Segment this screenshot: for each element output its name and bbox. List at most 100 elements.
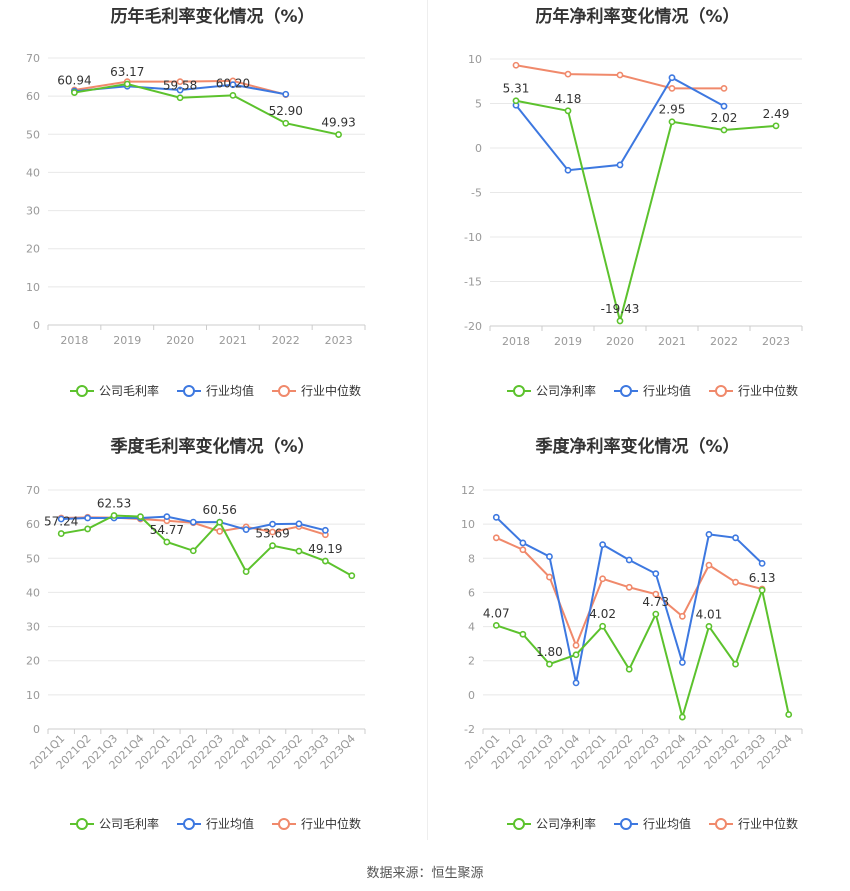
data-point-company	[229, 91, 237, 99]
chart-title: 历年净利率变化情况（%）	[535, 7, 740, 27]
data-point-company	[758, 586, 766, 594]
data-point-company	[321, 557, 329, 565]
data-source-note: 数据来源：恒生聚源	[366, 866, 484, 881]
y-tick-label: 0	[33, 723, 40, 736]
legend-swatch-marker	[183, 385, 195, 397]
data-label: 54.77	[150, 523, 184, 537]
data-label: 57.24	[44, 515, 78, 529]
data-point-company	[57, 530, 65, 537]
data-point-median	[572, 641, 580, 649]
data-point-company	[282, 119, 290, 127]
legend-label: 行业中位数	[738, 816, 798, 831]
data-point-avg	[163, 513, 171, 521]
data-point-avg	[572, 679, 580, 687]
data-point-avg	[616, 161, 624, 169]
legend-swatch-marker	[513, 385, 525, 397]
data-point-company	[599, 622, 607, 630]
y-tick-label: 6	[468, 586, 475, 599]
data-label: 53.69	[255, 527, 289, 541]
chart-plot: -20246810122021Q12021Q22021Q32021Q42022Q…	[461, 484, 803, 831]
data-label: 2.49	[763, 107, 790, 121]
legend-label: 公司净利率	[536, 816, 596, 831]
x-tick-label: 2023	[762, 335, 790, 348]
data-point-avg	[652, 570, 660, 578]
data-label: 49.93	[321, 116, 355, 130]
data-point-company	[652, 610, 660, 618]
y-tick-label: 50	[26, 552, 40, 565]
data-point-median	[678, 612, 686, 620]
data-point-company	[705, 623, 713, 630]
data-point-median	[720, 84, 728, 92]
data-point-median	[492, 534, 500, 542]
data-label: 63.17	[110, 65, 144, 79]
data-point-avg	[599, 541, 607, 549]
y-tick-label: 5	[475, 98, 482, 111]
legend-swatch-marker	[278, 385, 290, 397]
legend-label: 行业均值	[643, 816, 691, 831]
data-label: 4.01	[696, 607, 723, 621]
legend-label: 行业中位数	[301, 383, 361, 398]
y-tick-label: -5	[471, 187, 482, 200]
data-point-company	[137, 513, 144, 521]
data-point-avg	[546, 553, 553, 560]
data-point-avg	[269, 520, 276, 528]
chart-plot: 0102030405060702021Q12021Q22021Q32021Q42…	[26, 484, 366, 831]
series-line-median	[495, 536, 763, 649]
data-point-company	[335, 131, 342, 138]
data-point-avg	[492, 513, 500, 521]
data-point-median	[269, 528, 276, 536]
data-point-avg	[678, 659, 686, 666]
y-tick-label: 8	[468, 552, 475, 565]
data-point-company	[785, 711, 793, 718]
series-line-company	[495, 586, 790, 721]
y-tick-label: 10	[468, 53, 482, 66]
data-point-company	[216, 518, 224, 526]
y-tick-label: 4	[468, 621, 475, 634]
data-point-company	[123, 80, 131, 88]
data-point-company	[163, 538, 171, 546]
data-point-avg	[295, 520, 303, 528]
y-tick-label: 60	[26, 518, 40, 531]
y-tick-label: 20	[26, 243, 40, 256]
data-point-avg	[519, 539, 527, 547]
data-point-company	[572, 651, 580, 659]
data-point-avg	[242, 526, 250, 534]
data-point-median	[705, 561, 713, 569]
x-tick-label: 2019	[113, 334, 141, 347]
data-point-company	[189, 547, 197, 555]
data-point-median	[652, 590, 660, 598]
y-tick-label: 2	[468, 655, 475, 668]
legend-label: 行业中位数	[301, 816, 361, 831]
data-point-avg	[282, 90, 290, 98]
legend-swatch-marker	[278, 818, 290, 830]
chart-plot: -20 -15 -10 -5 0 5 10 2018 2019 2020 2021 2022 2023 5…	[464, 53, 803, 398]
data-label: 4.07	[483, 606, 510, 620]
data-point-median	[599, 575, 607, 583]
data-label: 5.31	[503, 82, 530, 96]
data-label: 1.80	[536, 645, 563, 659]
data-point-median	[732, 578, 739, 586]
y-tick-label: 20	[26, 655, 40, 668]
data-point-median	[616, 71, 624, 79]
chart-plot: 0 10 20 30 40 50 60 70 2018 2019 2020 2021 2022 2023 6…	[26, 52, 366, 398]
legend-swatch-marker	[513, 818, 525, 830]
x-tick-label: 2022	[272, 334, 300, 347]
y-tick-label: 10	[26, 281, 40, 294]
x-tick-label: 2020	[166, 334, 194, 347]
y-tick-label: -20	[464, 320, 482, 333]
y-tick-label: 0	[33, 319, 40, 332]
y-tick-label: 0	[468, 689, 475, 702]
data-point-avg	[720, 102, 728, 110]
legend-swatch-marker	[76, 818, 88, 830]
data-label: 52.90	[269, 104, 303, 118]
data-label: 4.02	[589, 607, 616, 621]
legend-label: 行业均值	[206, 383, 254, 398]
data-point-median	[668, 84, 676, 92]
data-point-company	[110, 512, 118, 519]
data-point-company	[720, 126, 728, 134]
data-label: 59.58	[163, 79, 197, 93]
series-line-company	[515, 99, 777, 322]
data-point-company	[295, 547, 303, 555]
y-tick-label: -2	[464, 723, 475, 736]
data-point-avg	[705, 530, 713, 538]
